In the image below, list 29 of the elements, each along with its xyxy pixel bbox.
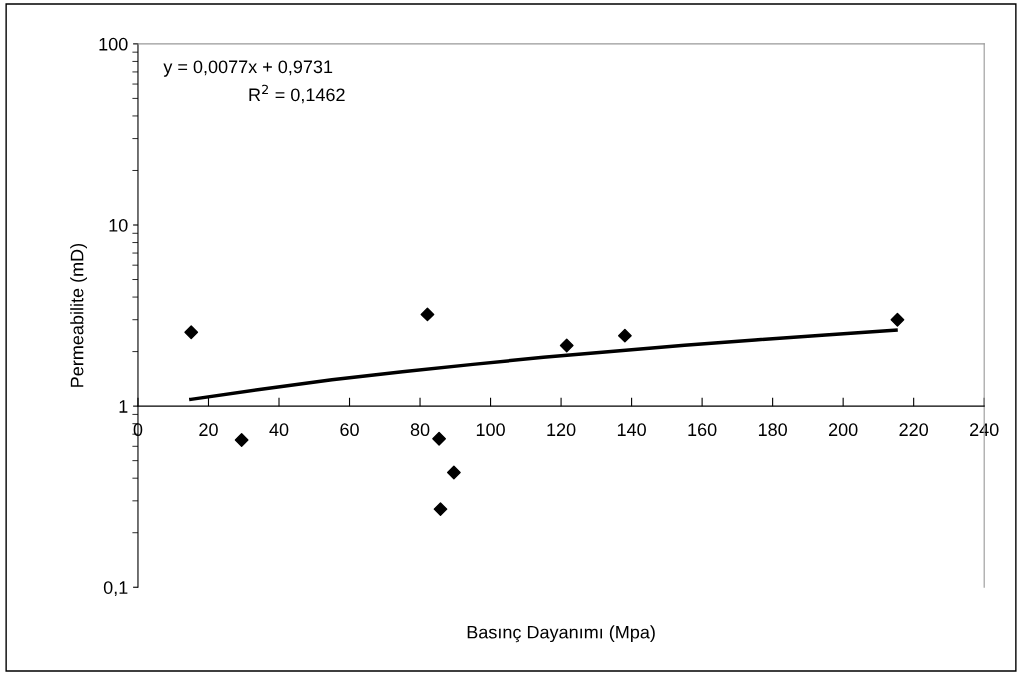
point — [617, 328, 632, 343]
x-tick-label: 80 — [410, 423, 430, 437]
x-tick-label: 60 — [340, 423, 359, 437]
point — [433, 502, 448, 517]
y-tick-label: 0,1 — [103, 581, 128, 597]
point — [446, 465, 461, 480]
x-tick-label: 120 — [547, 423, 576, 437]
x-tick-label: 140 — [617, 423, 646, 437]
x-tick-label: 220 — [899, 423, 929, 437]
point — [184, 325, 199, 340]
point — [420, 307, 435, 322]
x-tick-label: 40 — [269, 423, 289, 437]
annotation: y = 0,0077x + 0,9731 — [163, 60, 333, 77]
point — [432, 431, 446, 446]
x-tick-label: 240 — [970, 423, 999, 437]
point — [890, 312, 905, 327]
y-tick-label: 1 — [119, 400, 128, 413]
y-tick-label: 100 — [99, 37, 128, 51]
x-tick-label: 160 — [688, 423, 717, 437]
annotation: R$^{2}$ = 0,1462 — [249, 84, 345, 104]
x-tick-label: 200 — [829, 423, 858, 437]
x-axis-title: Basınç Dayanımı (Mpa) — [467, 625, 655, 643]
y-axis-title: Permeabilite (mD) — [70, 243, 88, 387]
point — [559, 338, 574, 353]
x-tick-label: 20 — [199, 423, 218, 437]
y-tick-label: 10 — [109, 218, 128, 232]
x-tick-label: 100 — [476, 423, 505, 437]
x-tick-label: 180 — [758, 423, 787, 437]
point — [234, 433, 249, 447]
